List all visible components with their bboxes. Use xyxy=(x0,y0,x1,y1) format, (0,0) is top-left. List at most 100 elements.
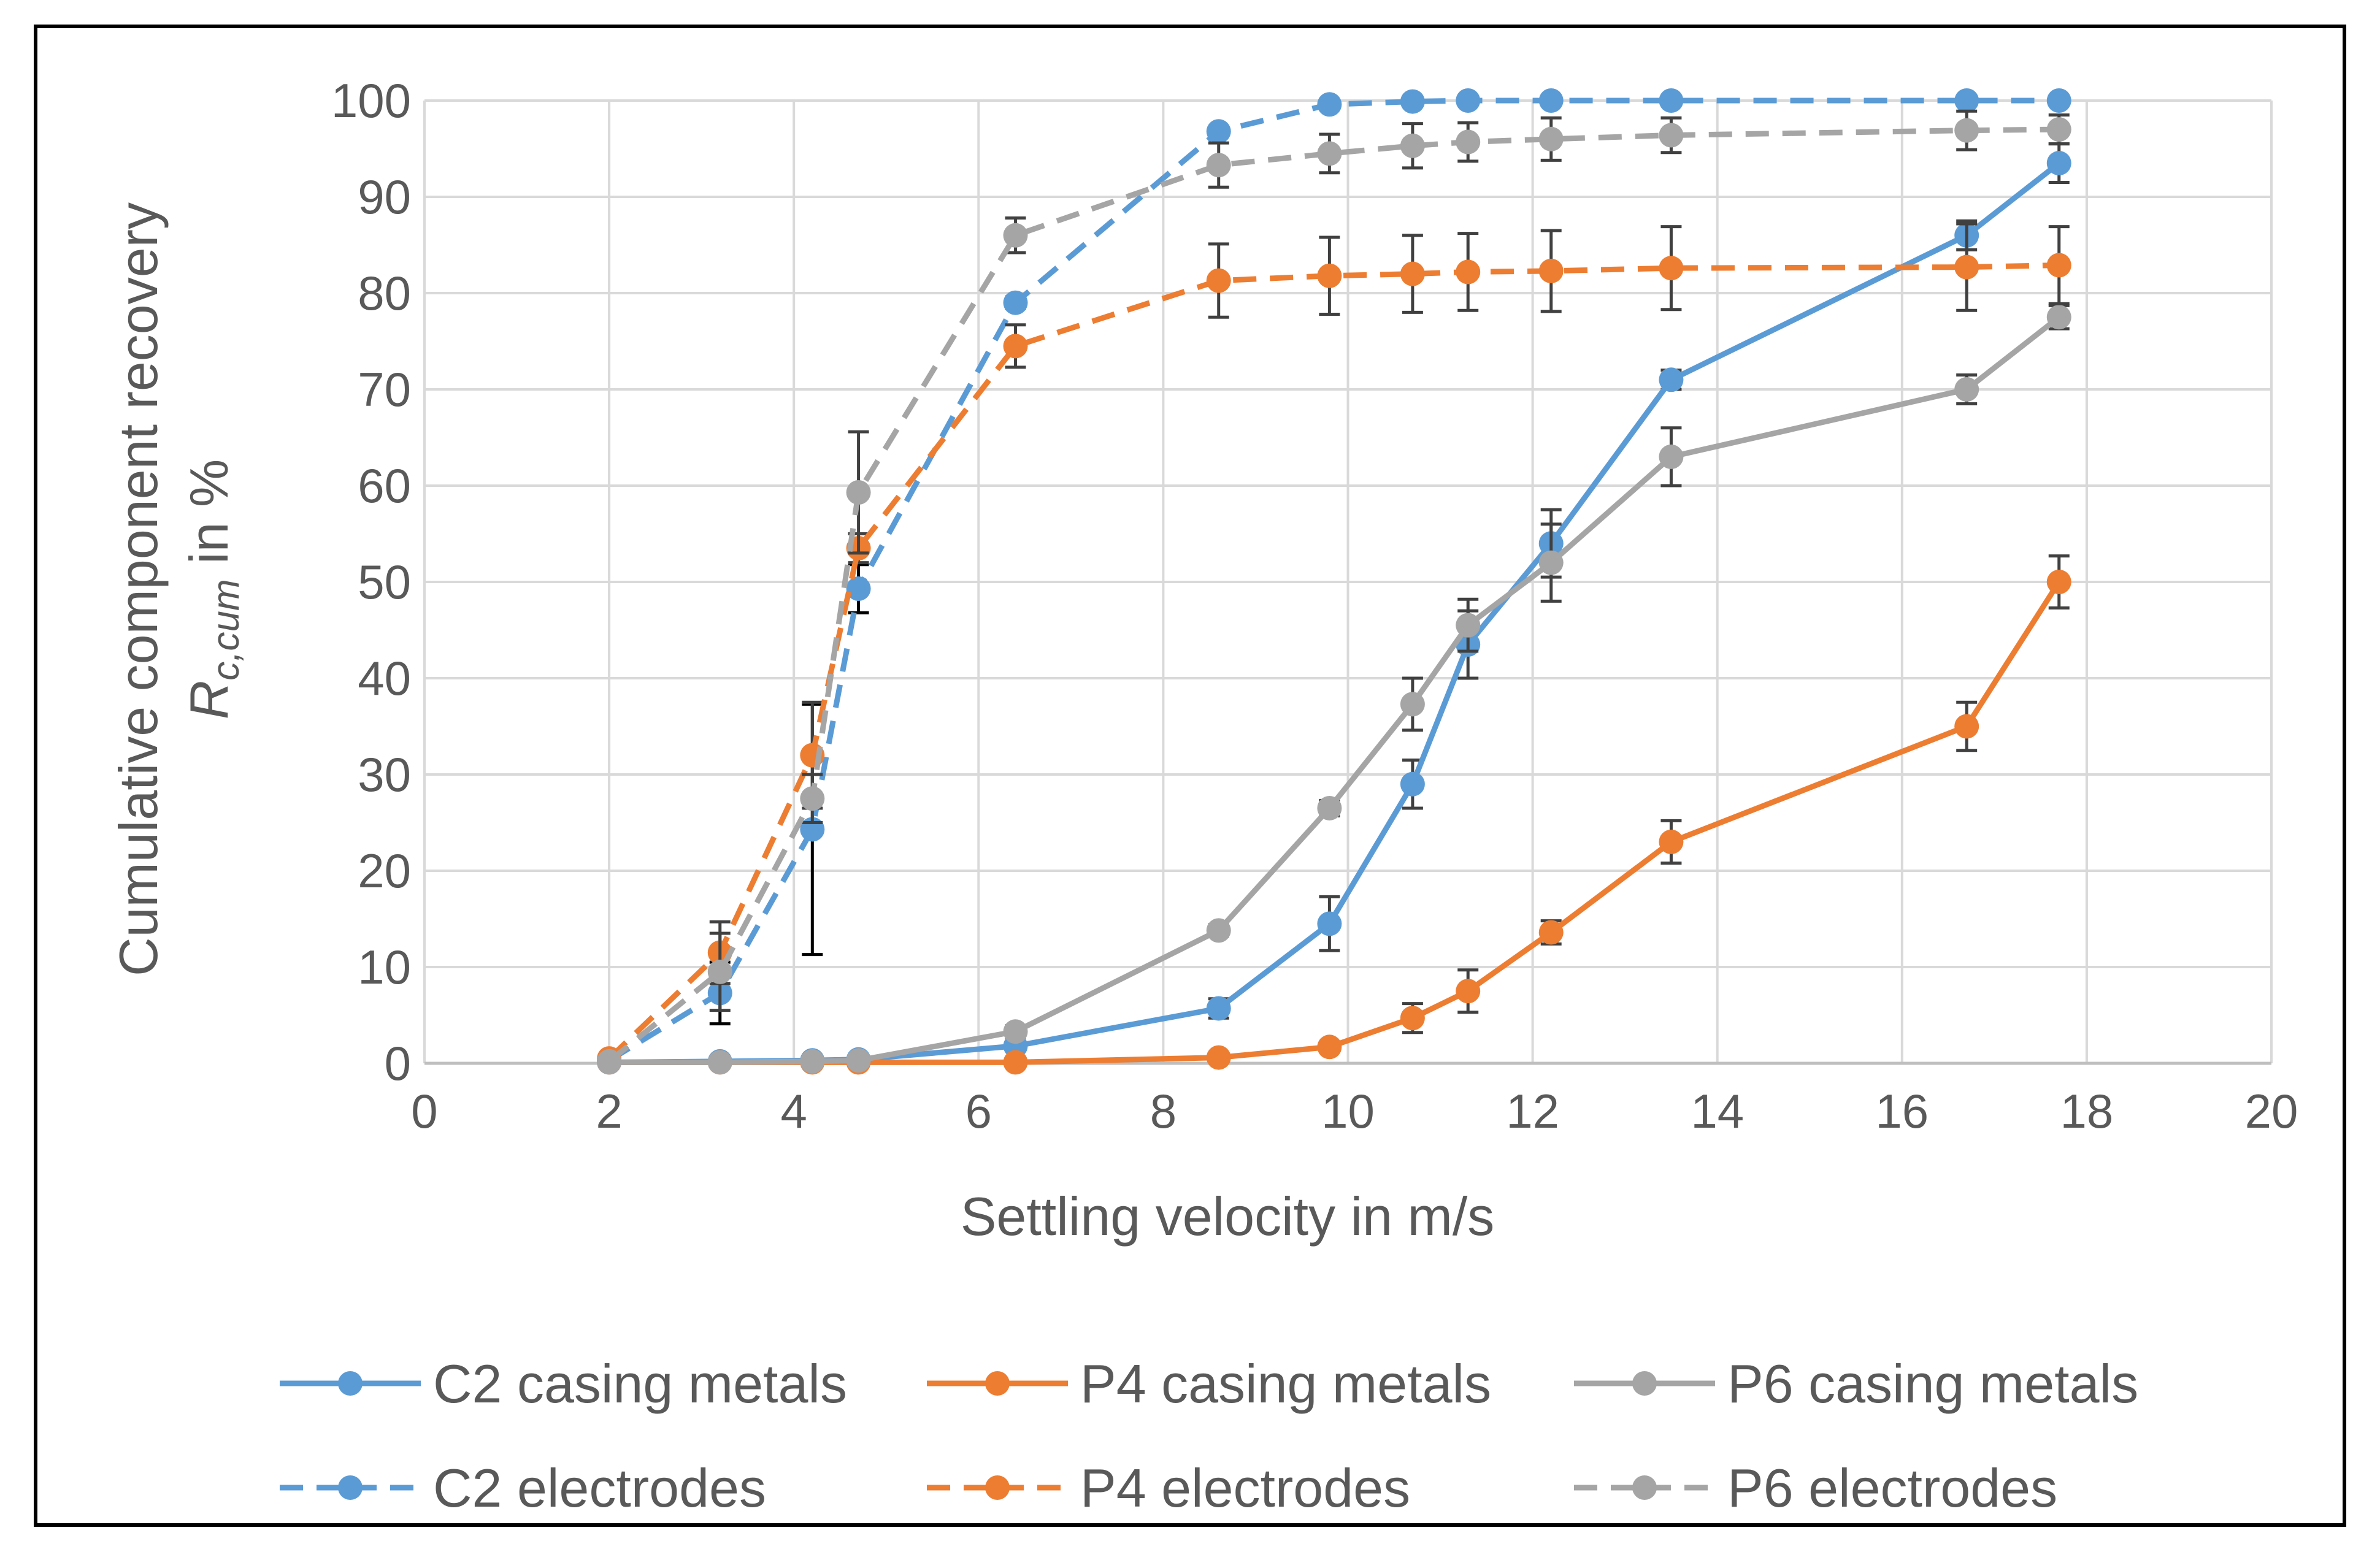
legend-marker xyxy=(338,1475,363,1500)
x-tick-label: 12 xyxy=(1506,1084,1559,1138)
data-point xyxy=(1954,88,1979,113)
series-line xyxy=(609,580,2062,1065)
data-point xyxy=(1954,118,1979,143)
data-point xyxy=(1400,771,1425,797)
gridlines xyxy=(423,99,2273,1063)
data-point xyxy=(1206,996,1231,1021)
series-p6-electrodes xyxy=(597,109,2071,1074)
series-layer xyxy=(597,88,2071,1075)
legend-item-p4-casing-metals: P4 casing metals xyxy=(927,1353,1491,1414)
data-point xyxy=(1206,268,1231,293)
x-tick-label: 4 xyxy=(781,1084,807,1138)
y-tick-labels: 0 10 20 30 40 50 60 70 80 90 100 xyxy=(331,74,411,1090)
legend-marker xyxy=(985,1475,1010,1500)
legend-marker xyxy=(985,1371,1010,1396)
x-tick-label: 16 xyxy=(1875,1084,1929,1138)
data-point xyxy=(1456,613,1481,638)
y-axis-symbol: R xyxy=(178,681,239,720)
x-tick-label: 18 xyxy=(2060,1084,2114,1138)
series-line xyxy=(607,262,2059,1061)
x-tick-label: 8 xyxy=(1150,1084,1177,1138)
data-point xyxy=(1456,88,1481,113)
line-chart: 0 10 20 30 40 50 60 70 80 90 100 0 2 4 6 8 10 12 14 16 18 20… xyxy=(108,74,2298,1518)
data-point xyxy=(1317,263,1342,288)
data-point xyxy=(1206,119,1231,144)
data-point xyxy=(1400,133,1425,158)
data-point xyxy=(1400,1006,1425,1031)
x-tick-label: 14 xyxy=(1691,1084,1744,1138)
data-point xyxy=(1400,692,1425,717)
legend-item-c2-electrodes: C2 electrodes xyxy=(280,1458,766,1518)
data-point xyxy=(1317,911,1342,936)
legend-label: P6 casing metals xyxy=(1727,1353,2138,1414)
y-tick-label: 90 xyxy=(358,170,411,224)
data-point xyxy=(800,786,825,811)
legend-item-p6-casing-metals: P6 casing metals xyxy=(1574,1353,2138,1414)
legend-label: P4 electrodes xyxy=(1080,1458,1410,1518)
x-tick-label: 20 xyxy=(2245,1084,2298,1138)
y-axis-suffix: in % xyxy=(178,459,239,579)
data-point xyxy=(1317,92,1342,117)
y-axis-title-line1: Cumulative component recovery xyxy=(108,202,169,976)
data-point xyxy=(1659,256,1684,281)
x-tick-label: 0 xyxy=(411,1084,437,1138)
data-point xyxy=(1206,1045,1231,1070)
data-point xyxy=(1317,1034,1342,1060)
y-tick-label: 50 xyxy=(358,555,411,609)
legend-label: C2 electrodes xyxy=(433,1458,766,1518)
data-point xyxy=(1456,979,1481,1004)
data-point xyxy=(1538,126,1564,151)
y-tick-label: 60 xyxy=(358,459,411,513)
series-p6-casing-metals xyxy=(597,304,2071,1075)
data-point xyxy=(1954,377,1979,402)
data-point xyxy=(846,1048,871,1073)
data-point xyxy=(1317,795,1342,820)
y-axis-title: Cumulative component recovery xyxy=(108,202,169,976)
x-tick-label: 6 xyxy=(965,1084,992,1138)
y-tick-label: 70 xyxy=(358,362,411,416)
x-tick-label: 10 xyxy=(1321,1084,1375,1138)
data-point xyxy=(1206,153,1231,178)
data-point xyxy=(800,1049,825,1074)
x-axis-title: Settling velocity in m/s xyxy=(961,1186,1495,1247)
y-tick-label: 20 xyxy=(358,844,411,898)
data-point xyxy=(1400,89,1425,114)
y-tick-label: 10 xyxy=(358,940,411,994)
data-point xyxy=(2046,305,2071,330)
data-point xyxy=(1003,223,1028,248)
x-tick-labels: 0 2 4 6 8 10 12 14 16 18 20 xyxy=(411,1084,2298,1138)
data-point xyxy=(2046,570,2071,594)
data-point xyxy=(1003,290,1028,315)
data-point xyxy=(1317,141,1342,166)
data-point xyxy=(1659,829,1684,854)
data-point xyxy=(1538,258,1564,283)
data-point xyxy=(1659,367,1684,392)
y-tick-label: 40 xyxy=(358,651,411,705)
y-axis-subscript: c,cum xyxy=(205,579,247,680)
data-point xyxy=(846,480,871,505)
legend-item-c2-casing-metals: C2 casing metals xyxy=(280,1353,847,1414)
data-point xyxy=(1659,88,1684,113)
data-point xyxy=(707,959,732,984)
data-point xyxy=(846,576,871,601)
legend-marker xyxy=(338,1371,363,1396)
data-point xyxy=(2046,117,2071,142)
data-point xyxy=(1954,254,1979,280)
data-point xyxy=(1538,550,1564,575)
series-p4-electrodes xyxy=(597,222,2071,1071)
data-point xyxy=(2046,88,2071,113)
data-point xyxy=(1003,1019,1028,1044)
y-axis-title-line2: Rc,cum in % xyxy=(178,459,247,720)
y-tick-label: 80 xyxy=(358,266,411,320)
data-point xyxy=(1003,1050,1028,1075)
y-tick-label: 100 xyxy=(331,74,411,128)
data-point xyxy=(597,1049,622,1074)
y-axis-title-line2-group: Rc,cum in % xyxy=(178,459,247,720)
legend-marker xyxy=(1632,1371,1657,1396)
data-point xyxy=(1400,261,1425,286)
legend-marker xyxy=(1632,1475,1657,1500)
x-tick-label: 2 xyxy=(596,1084,622,1138)
data-point xyxy=(2046,253,2071,278)
data-point xyxy=(1206,918,1231,943)
y-tick-label: 0 xyxy=(385,1036,411,1090)
